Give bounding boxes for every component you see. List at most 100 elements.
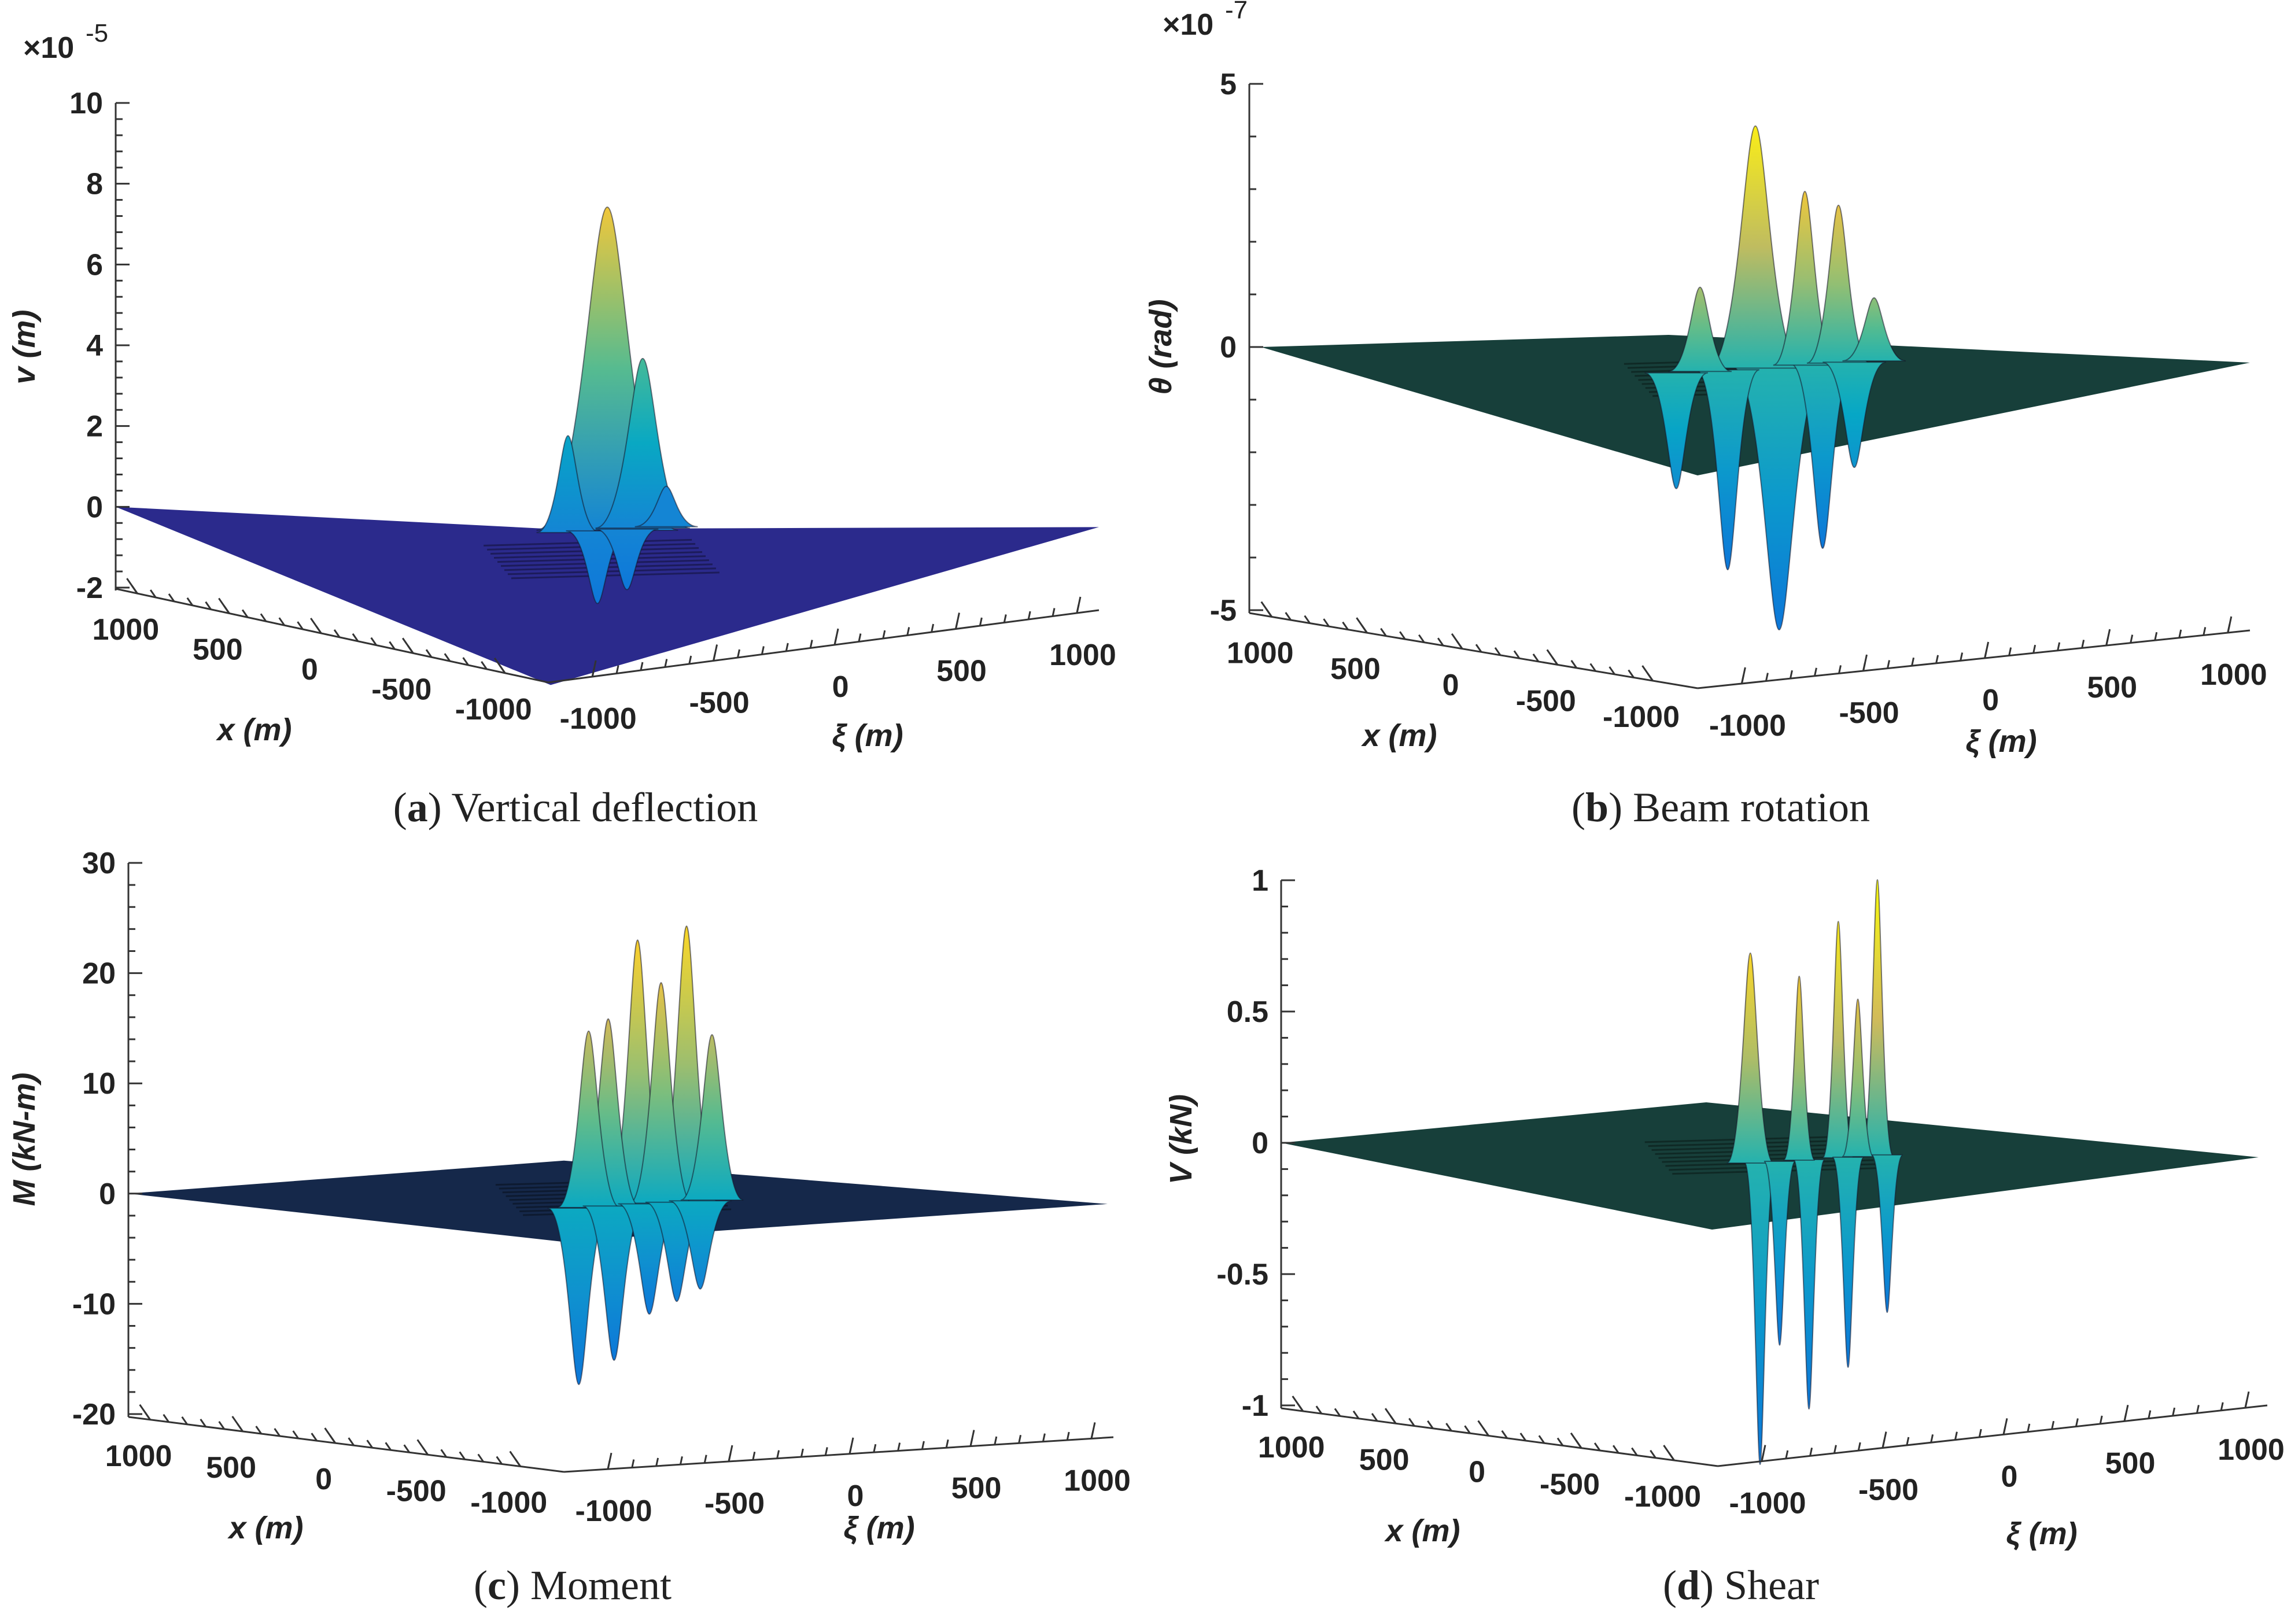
xi-minor-tick (679, 1456, 683, 1465)
x-tick-label: 1000 (93, 613, 160, 647)
surface-peak (1726, 952, 1774, 1164)
xi-axis-line (563, 1436, 1114, 1473)
surface-peak (634, 485, 698, 527)
xi-minor-tick (1887, 660, 1890, 669)
z-tick-label: 0.5 (1227, 995, 1268, 1029)
z-tick-label: 8 (86, 168, 103, 201)
x-tick-label: -500 (386, 1474, 447, 1508)
caption-letter: d (1677, 1562, 1700, 1608)
xi-minor-tick (1785, 1450, 1789, 1459)
xi-minor-tick (2099, 1415, 2103, 1424)
xi-minor-tick (2081, 640, 2085, 648)
x-minor-tick (1482, 1427, 1489, 1437)
xi-minor-tick (655, 1457, 659, 1467)
xi-tick-label: 0 (2001, 1460, 2018, 1493)
caption-open-paren: ( (1571, 784, 1585, 831)
xi-tick-label: 500 (2105, 1446, 2156, 1480)
xi-minor-tick (1911, 657, 1915, 666)
xi-minor-tick (1042, 1433, 1046, 1442)
x-tick-label: -1000 (1624, 1480, 1701, 1514)
surface-peak (1822, 921, 1855, 1158)
x-minor-tick (1389, 1415, 1397, 1424)
surface-peak (1644, 372, 1709, 489)
caption-letter: c (488, 1562, 506, 1608)
ripple-line (511, 571, 720, 580)
x-minor-tick (459, 1451, 466, 1460)
surface-peak (1842, 998, 1875, 1157)
x-minor-tick (477, 1453, 484, 1463)
xi-minor-tick (2051, 1420, 2055, 1430)
xi-minor-tick (1052, 608, 1056, 617)
x-tick-label: 0 (301, 653, 318, 686)
chart-panel-a: 10 8 6 4 2 0 -2 v (m) ×10 -5 1000 500 0 -500 -1000 x (m… (7, 19, 1116, 831)
x-minor-tick (481, 661, 488, 670)
surface-peaks (536, 206, 698, 604)
xi-minor-tick (2244, 1399, 2248, 1408)
xi-tick-label: -500 (1839, 696, 1899, 730)
x-axis-line (115, 588, 549, 684)
xi-tick-label: -500 (704, 1487, 765, 1520)
x-minor-tick (1475, 644, 1482, 653)
x-minor-tick (1513, 650, 1521, 659)
z-tick-label: 0 (1252, 1127, 1268, 1160)
xi-tick-label: -1000 (1729, 1487, 1806, 1520)
x-minor-tick (1371, 1413, 1378, 1422)
xi-minor-tick (1027, 611, 1031, 620)
xi-tick-label: 1000 (2200, 658, 2267, 692)
x-minor-tick (297, 621, 304, 630)
x-minor-tick (1532, 653, 1540, 662)
xi-tick-label: 0 (1982, 684, 1999, 717)
surface-peak (680, 1034, 744, 1201)
xi-tick-label: -500 (689, 686, 750, 720)
x-minor-tick (223, 605, 230, 614)
caption-text: Moment (520, 1562, 672, 1608)
xi-minor-tick (785, 643, 789, 652)
ripple-line (507, 567, 716, 575)
z-tick-label: 30 (82, 847, 116, 880)
x-tick-label: 0 (1469, 1456, 1485, 1489)
x-tick-label: 500 (193, 633, 243, 667)
z-tick-label: 2 (86, 410, 103, 444)
xi-minor-tick (800, 1448, 804, 1457)
x-tick-label: 1000 (1258, 1431, 1325, 1464)
xi-minor-tick (737, 649, 740, 658)
xi-minor-tick (1833, 1445, 1837, 1454)
xi-minor-tick (615, 665, 619, 674)
xi-minor-tick (1930, 1434, 1934, 1443)
z-exponent-label: ×10 (1163, 8, 1213, 42)
x-tick-label: 500 (1330, 652, 1381, 686)
xi-minor-tick (1954, 1431, 1958, 1440)
xi-tick-label: 0 (847, 1479, 864, 1513)
xi-minor-tick (858, 633, 862, 642)
caption-open-paren: ( (474, 1562, 488, 1608)
x-minor-tick (311, 1433, 318, 1441)
z-tick-label: -2 (76, 571, 103, 605)
caption-text: Vertical deflection (442, 784, 758, 831)
z-exponent-power: -5 (86, 19, 108, 47)
surface-peak (1823, 361, 1886, 468)
x-minor-tick (144, 1411, 151, 1420)
xi-minor-tick (1906, 1437, 1910, 1446)
x-minor-tick (1551, 656, 1559, 666)
xi-minor-tick (969, 1438, 973, 1446)
xi-minor-tick (2032, 644, 2037, 654)
xi-minor-tick (897, 1442, 901, 1451)
x-tick-label: 500 (1359, 1443, 1410, 1477)
surface-peak (582, 1205, 646, 1361)
surface-peak (536, 435, 600, 533)
x-minor-tick (422, 1446, 429, 1456)
caption-letter: a (407, 784, 428, 831)
z-axis-title: V (kN) (1164, 1094, 1198, 1184)
x-minor-tick (1352, 1410, 1360, 1419)
xi-minor-tick (921, 1441, 925, 1450)
x-minor-tick (1494, 647, 1501, 656)
xi-minor-tick (2008, 647, 2012, 656)
x-minor-tick (1575, 1440, 1582, 1449)
x-minor-tick (1304, 615, 1311, 624)
x-tick-label: 1000 (1227, 637, 1294, 670)
x-minor-tick (1266, 608, 1272, 618)
xi-tick-label: 0 (832, 670, 849, 704)
xi-minor-tick (824, 1447, 828, 1456)
z-tick-label: 0 (1220, 331, 1237, 364)
